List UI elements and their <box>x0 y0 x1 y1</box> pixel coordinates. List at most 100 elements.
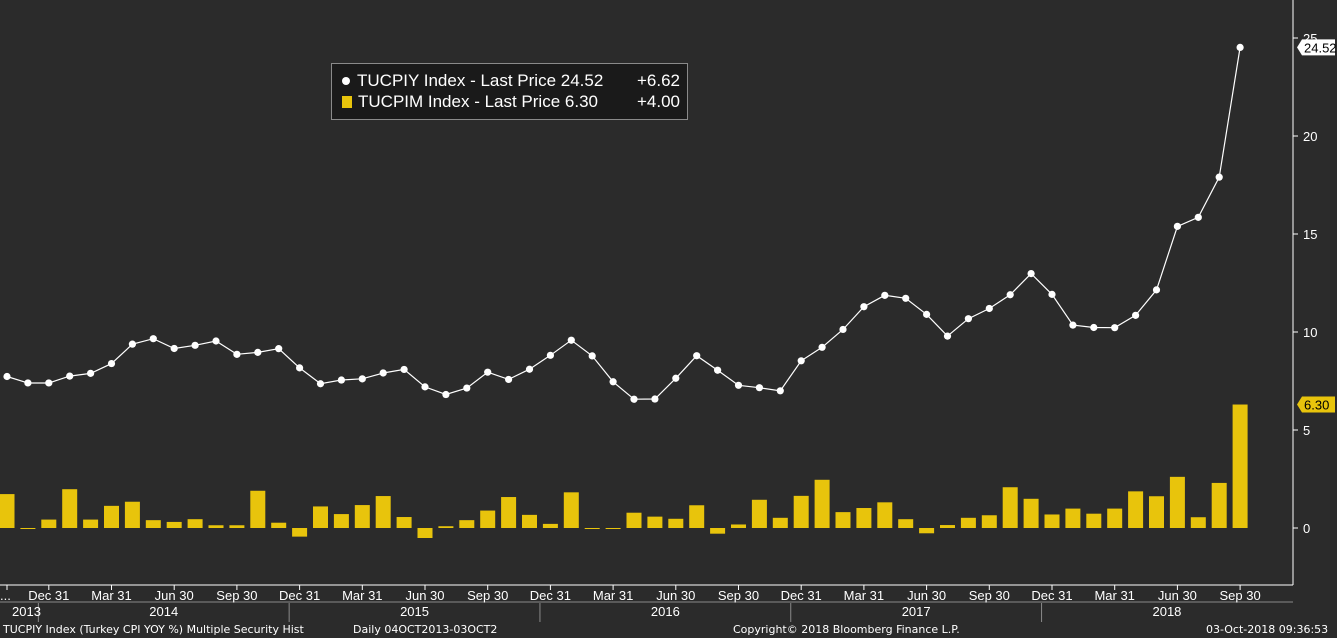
bar-tucpim <box>271 522 287 528</box>
bar-tucpim <box>940 525 955 528</box>
bar-tucpim <box>1128 491 1144 528</box>
point-tucpiy <box>546 351 555 359</box>
point-tucpiy <box>212 337 220 345</box>
x-year-label: 2016 <box>651 604 680 619</box>
point-tucpiy <box>567 336 575 344</box>
point-tucpiy <box>1132 311 1140 319</box>
bar-tucpim <box>0 494 15 528</box>
last-value-tucpim-tag-label: 6.30 <box>1304 398 1329 413</box>
bar-tucpim <box>772 517 788 528</box>
bar-tucpim <box>563 492 579 528</box>
point-tucpiy <box>1048 290 1056 298</box>
x-tick-label: Mar 31 <box>1094 588 1134 603</box>
legend-entry-tucpiy: TUCPIY Index - Last Price 24.52 +6.62 <box>342 70 681 91</box>
bar-tucpim <box>1023 498 1039 528</box>
bar-tucpim <box>313 506 328 528</box>
bar-tucpim <box>396 517 412 528</box>
legend-change-tucpiy: +6.62 <box>637 71 681 90</box>
bar-tucpim <box>375 496 391 528</box>
last-value-tucpim-tag <box>1297 396 1335 413</box>
legend-dot-icon <box>342 76 350 85</box>
bar-tucpim <box>229 525 245 528</box>
bar-tucpim <box>1211 482 1227 528</box>
point-tucpiy <box>1152 286 1161 294</box>
point-tucpiy <box>964 315 973 323</box>
y-tick-label: 5 <box>1303 423 1310 438</box>
bar-tucpim <box>710 528 726 534</box>
last-value-tucpiy-tag-label: 24.52 <box>1304 40 1337 55</box>
x-year-label: 2018 <box>1152 604 1181 619</box>
bar-tucpim <box>522 514 537 528</box>
x-year-label: 2015 <box>400 604 429 619</box>
point-tucpiy <box>588 352 596 360</box>
bar-tucpim <box>480 510 496 528</box>
bar-tucpim <box>793 495 809 528</box>
point-tucpiy <box>630 395 638 403</box>
point-tucpiy <box>1069 321 1077 329</box>
x-tick-label: Dec 31 <box>530 588 571 603</box>
x-year-label: 2013 <box>12 604 41 619</box>
point-tucpiy <box>337 376 345 384</box>
x-tick-label: Sep 30 <box>969 588 1010 603</box>
x-tick-label: Dec 31 <box>781 588 822 603</box>
point-tucpiy <box>651 395 659 403</box>
point-tucpiy <box>107 359 116 368</box>
point-tucpiy <box>1111 324 1119 332</box>
point-tucpiy <box>400 365 408 374</box>
bar-tucpim <box>459 520 475 528</box>
bar-tucpim <box>354 505 370 528</box>
point-tucpiy <box>860 303 868 311</box>
y-tick-label: 15 <box>1303 227 1317 242</box>
point-tucpiy <box>1090 323 1098 332</box>
legend: TUCPIY Index - Last Price 24.52 +6.62 TU… <box>331 63 688 120</box>
bar-tucpim <box>187 519 203 528</box>
bar-tucpim <box>814 479 830 528</box>
x-tick-label: Mar 31 <box>342 588 382 603</box>
point-tucpiy <box>1027 269 1035 278</box>
bar-tucpim <box>62 489 78 528</box>
point-tucpiy <box>818 343 826 351</box>
x-tick-label: ... <box>0 588 11 603</box>
point-tucpiy <box>902 294 910 302</box>
point-tucpiy <box>149 335 157 343</box>
bar-tucpim <box>438 526 454 528</box>
point-tucpiy <box>672 374 680 382</box>
point-tucpiy <box>1236 43 1244 52</box>
point-tucpiy <box>923 310 931 318</box>
plot-area <box>0 43 1248 538</box>
footer-range: Daily 04OCT2013-03OCT2 <box>353 623 498 636</box>
bar-tucpim <box>292 528 308 537</box>
x-tick-label: Dec 31 <box>279 588 320 603</box>
bar-tucpim <box>1149 496 1164 528</box>
bar-tucpim <box>20 528 36 529</box>
x-tick-label: Sep 30 <box>1219 588 1260 603</box>
point-tucpiy <box>693 352 701 360</box>
bar-tucpim <box>250 490 266 528</box>
footer-security: TUCPIY Index (Turkey CPI YOY %) Multiple… <box>3 623 304 636</box>
bar-tucpim <box>877 502 893 528</box>
x-tick-label: Sep 30 <box>467 588 508 603</box>
point-tucpiy <box>714 366 722 374</box>
bar-tucpim <box>1107 508 1123 528</box>
bar-tucpim <box>41 519 57 528</box>
bar-tucpim <box>145 520 161 528</box>
point-tucpiy <box>609 378 617 386</box>
bar-tucpim <box>1002 487 1018 528</box>
bar-tucpim <box>668 518 684 528</box>
point-tucpiy <box>45 379 53 387</box>
last-value-tucpiy-tag <box>1297 39 1335 56</box>
point-tucpiy <box>755 384 764 392</box>
bar-tucpim <box>856 508 872 528</box>
bar-tucpim <box>104 505 119 528</box>
point-tucpiy <box>191 341 199 349</box>
bar-tucpim <box>501 497 517 528</box>
x-tick-label: Sep 30 <box>718 588 759 603</box>
bar-tucpim <box>919 528 935 534</box>
legend-label-tucpiy: TUCPIY Index - Last Price 24.52 <box>357 71 604 90</box>
point-tucpiy <box>525 365 534 373</box>
point-tucpiy <box>943 332 952 340</box>
x-tick-label: Jun 30 <box>155 588 194 603</box>
point-tucpiy <box>66 372 74 380</box>
point-tucpiy <box>985 304 993 313</box>
bar-tucpim <box>124 501 140 528</box>
